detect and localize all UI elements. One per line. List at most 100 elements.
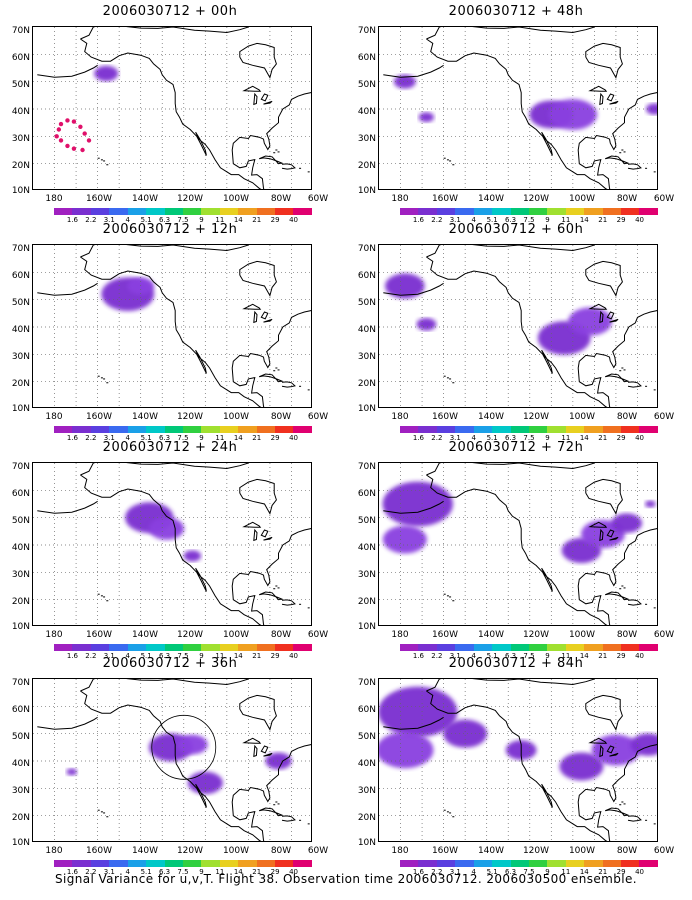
island [653, 607, 656, 609]
colorbar-swatch [473, 426, 493, 433]
observation-point [54, 134, 59, 139]
colorbar-swatch [238, 426, 257, 433]
latitude-label: 30N [11, 134, 30, 144]
latitude-label: 50N [11, 732, 30, 742]
latitude-label: 50N [11, 516, 30, 526]
latitude-label: 70N [11, 244, 30, 254]
colorbar-swatch [90, 426, 110, 433]
coastline [383, 716, 444, 730]
colorbar-swatch [400, 644, 419, 651]
island [443, 375, 446, 377]
colorbar-swatch [256, 644, 276, 651]
coastline [605, 155, 630, 165]
colorbar-swatch [109, 644, 128, 651]
latitude-label: 20N [11, 597, 30, 607]
island [645, 819, 648, 821]
colorbar-label: 21 [598, 434, 608, 442]
colorbar-label: 29 [616, 216, 626, 224]
colorbar-label: 9 [545, 868, 550, 876]
longitude-label: 140W [477, 412, 505, 422]
coastlines [37, 679, 311, 841]
island [621, 149, 624, 151]
colorbar-label: 7.5 [523, 434, 535, 442]
colorbar-label: 4 [471, 216, 476, 224]
coastline [585, 694, 623, 731]
coastline [37, 282, 98, 296]
colorbar-label: 5.1 [486, 216, 498, 224]
island [97, 593, 100, 595]
latitude-label: 70N [11, 678, 30, 688]
colorbar-swatch [602, 860, 622, 867]
colorbar-label: 3.1 [103, 868, 115, 876]
colorbar-swatch [547, 426, 566, 433]
longitude-label: 60W [653, 630, 675, 640]
longitude-label: 120W [176, 846, 204, 856]
coastline [37, 64, 98, 78]
colorbar-label: 1.6 [66, 868, 78, 876]
coastline [383, 500, 444, 514]
coastlines [383, 27, 657, 189]
longitude-label: 80W [616, 194, 638, 204]
colorbar-label: 5.1 [486, 434, 498, 442]
colorbar-swatch [201, 426, 220, 433]
colorbar-swatch [201, 860, 220, 867]
latitude-label: 20N [11, 161, 30, 171]
island [446, 159, 449, 161]
coastline [606, 745, 615, 754]
latitude-label: 20N [11, 813, 30, 823]
coastline [627, 163, 642, 170]
latitude-label: 60N [11, 53, 30, 63]
colorbar-label: 7.5 [523, 868, 535, 876]
colorbar-label: 9 [199, 868, 204, 876]
island [299, 167, 302, 169]
map-canvas [33, 245, 311, 407]
colorbar-swatch [528, 426, 548, 433]
coastline [242, 737, 262, 744]
variance-region [148, 517, 185, 540]
colorbar-swatch [455, 426, 474, 433]
colorbar-swatch [182, 208, 202, 215]
coastline [231, 309, 311, 407]
colorbar-label: 5.1 [140, 216, 152, 224]
island [446, 811, 449, 813]
island [106, 164, 109, 166]
coastline [80, 38, 262, 189]
island [103, 812, 106, 814]
colorbar-label: 11 [215, 216, 225, 224]
coastline [606, 311, 615, 320]
colorbar-label: 9 [199, 216, 204, 224]
colorbar-label: 40 [635, 652, 645, 660]
colorbar-swatch [109, 208, 128, 215]
colorbar-label: 11 [215, 434, 225, 442]
colorbar [400, 426, 658, 433]
colorbar-swatch [473, 208, 493, 215]
variance-region [443, 719, 488, 748]
island [621, 801, 624, 803]
latitude-label: 30N [357, 570, 376, 580]
island [275, 801, 278, 803]
island [273, 370, 276, 372]
longitude-label: 160W [85, 630, 113, 640]
colorbar-swatch [400, 208, 419, 215]
colorbar-swatch [219, 426, 239, 433]
colorbar-swatch [127, 860, 147, 867]
coastline [253, 92, 258, 106]
colorbar [400, 860, 658, 867]
coastline [260, 93, 269, 102]
colorbar-label: 4 [471, 868, 476, 876]
colorbar-swatch [492, 860, 511, 867]
latitude-label: 70N [357, 244, 376, 254]
colorbar-swatch [528, 644, 548, 651]
colorbar [54, 208, 312, 215]
longitude-label: 80W [270, 194, 292, 204]
coastlines [37, 463, 311, 625]
colorbar-label: 3.1 [103, 652, 115, 660]
island [449, 160, 452, 162]
colorbar-swatch [528, 208, 548, 215]
colorbar-swatch [90, 644, 110, 651]
observation-point [71, 119, 77, 124]
coastlines [383, 679, 657, 841]
coastline [231, 527, 311, 625]
coastline [588, 737, 608, 744]
latitude-label: 40N [11, 759, 30, 769]
